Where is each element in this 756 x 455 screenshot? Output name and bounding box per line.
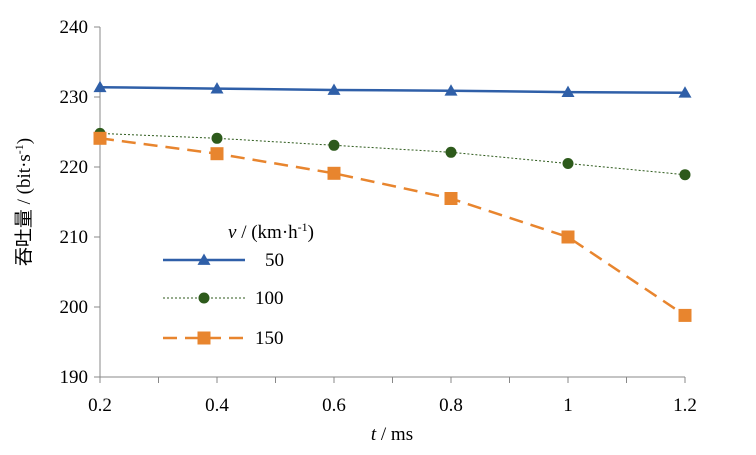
y-axis-unit: / (bit·s [14,154,35,204]
series-line-100 [99,132,686,176]
legend-label-150: 150 [255,328,284,349]
data-point-100 [328,139,340,151]
x-tick-label: 0.8 [439,395,463,416]
legend-marker-100 [198,292,210,304]
data-point-150 [327,166,341,180]
legend-title-close: ) [308,222,314,243]
y-tick-label: 200 [60,297,89,318]
y-tick-label: 230 [60,87,89,108]
x-axis-var: t [371,424,381,445]
data-point-50 [561,85,575,97]
data-point-150 [93,131,107,145]
data-point-150 [210,147,224,161]
x-axis-unit: / ms [381,424,413,445]
data-point-50 [444,84,458,96]
x-tick-label: 0.4 [205,395,229,416]
x-tick-label: 0.6 [322,395,346,416]
series-150 [93,131,692,322]
y-axis-title: 吞吐量 / (bit·s-1) [12,138,35,266]
x-tick-label: 1.2 [673,395,697,416]
legend-title: v / (km·h-1) [228,220,314,243]
data-point-100 [211,132,223,144]
y-tick-label: 240 [60,17,89,38]
data-point-100 [445,146,457,158]
data-point-50 [210,82,224,94]
legend-title-sup: -1 [298,220,308,234]
axes: 190 200 210 220 230 240 0.2 0.4 0.6 0.8 1 1.2 [60,17,697,416]
legend-label-50: 50 [265,250,284,271]
series-line-150 [99,137,686,317]
legend-marker-50 [197,253,211,265]
legend-title-unit: / (km·h [241,222,298,243]
series-50 [93,80,692,98]
y-axis-unit-sup: -1 [12,144,26,154]
data-point-100 [562,158,574,169]
x-axis-title: t / ms [371,424,413,445]
data-point-150 [444,192,458,205]
data-point-100 [679,169,691,181]
data-point-150 [561,230,575,244]
legend-marker-150 [197,331,211,345]
y-tick-label: 210 [60,227,89,248]
legend-label-100: 100 [255,288,284,309]
data-point-50 [678,86,692,98]
series-line-50 [99,85,686,95]
legend-title-var: v [228,222,241,243]
legend-item-50: 50 [163,250,284,271]
series-100 [94,127,691,181]
legend-item-150: 150 [163,328,284,349]
x-tick-label: 1 [563,395,573,416]
data-point-50 [327,83,341,95]
x-tick-label: 0.2 [88,395,112,416]
legend: v / (km·h-1) 50 100 150 [163,220,314,349]
data-point-150 [678,308,692,322]
data-point-50 [93,80,107,93]
y-tick-label: 220 [60,157,89,178]
y-axis-name: 吞吐量 [13,204,35,266]
y-axis-unit-close: ) [14,138,35,144]
series-layer [93,80,692,322]
y-tick-label: 190 [60,367,89,388]
legend-item-100: 100 [163,288,284,309]
